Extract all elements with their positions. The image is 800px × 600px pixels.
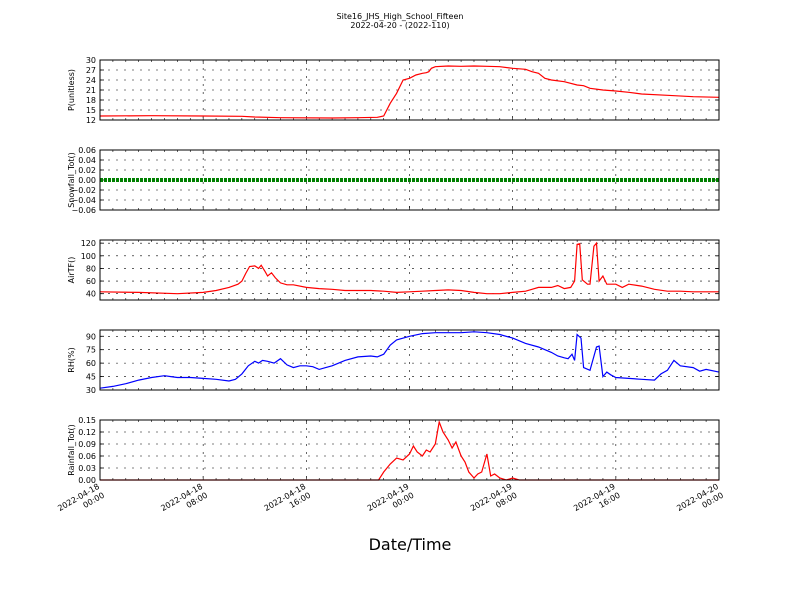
- y-axis-label-0: P(unitless): [67, 69, 76, 111]
- x-axis-label: Date/Time: [369, 535, 452, 554]
- y-tick-label: 40: [86, 290, 96, 299]
- series-line-4: [100, 419, 719, 481]
- y-tick-label: 100: [81, 252, 96, 261]
- y-tick-label: 0.06: [78, 146, 96, 155]
- y-tick-label: 120: [81, 239, 96, 248]
- y-axis-label-4: Rainfall_Tot(): [67, 424, 76, 476]
- y-tick-label: 24: [86, 76, 96, 85]
- y-tick-label: −0.04: [71, 196, 96, 205]
- y-axis-label-3: RH(%): [67, 347, 76, 372]
- y-tick-label: 80: [86, 264, 96, 273]
- y-tick-label: 27: [86, 66, 96, 75]
- y-tick-label: 30: [86, 56, 96, 65]
- panel-frame: [99, 419, 720, 481]
- y-tick-label: 18: [86, 96, 96, 105]
- y-tick-label: 21: [86, 86, 96, 95]
- chart-subtitle: 2022-04-20 - (2022-110): [350, 21, 449, 30]
- y-tick-label: 60: [86, 277, 96, 286]
- series-line-3: [99, 331, 720, 389]
- y-tick-label: −0.06: [71, 206, 96, 215]
- y-tick-label: 0.12: [78, 428, 96, 437]
- y-tick-label: 90: [86, 332, 96, 341]
- y-tick-label: 0.09: [78, 440, 96, 449]
- y-tick-label: 0.06: [78, 452, 96, 461]
- panel-3: 30 45 60 75 90 RH(%): [67, 329, 720, 395]
- panel-frame: [99, 59, 720, 121]
- y-tick-label: 45: [86, 373, 96, 382]
- panel-1: −0.06−0.04−0.020.000.020.040.06Snowfall_…: [67, 146, 720, 215]
- y-tick-label: 30: [86, 386, 96, 395]
- series-line-0: [99, 65, 720, 119]
- y-tick-label: 0.03: [78, 464, 96, 473]
- panel-frame: [99, 329, 720, 391]
- y-tick-label: 15: [86, 106, 96, 115]
- y-tick-label: 0.15: [78, 416, 96, 425]
- panel-frame: [99, 239, 720, 301]
- panels-group: 12151821242730P(unitless)−0.06−0.04−0.02…: [67, 56, 720, 485]
- y-tick-label: 60: [86, 359, 96, 368]
- y-tick-label: 75: [86, 346, 96, 355]
- chart-title: Site16_JHS_High_School_Fifteen: [337, 12, 464, 21]
- y-tick-label: 12: [86, 116, 96, 125]
- y-axis-label-2: AirTF(): [67, 257, 76, 284]
- panel-2: 40 60 80 100 120 AirTF(): [67, 239, 720, 301]
- panel-frame: [99, 149, 720, 211]
- y-tick-label: 0.00: [78, 176, 96, 185]
- y-tick-label: −0.02: [71, 186, 96, 195]
- y-axis-label-1: Snowfall_Tot(): [67, 152, 76, 208]
- series-line-2: [99, 241, 719, 295]
- y-tick-label: 0.02: [78, 166, 96, 175]
- y-tick-label: 0.00: [78, 476, 96, 485]
- y-tick-label: 0.04: [78, 156, 96, 165]
